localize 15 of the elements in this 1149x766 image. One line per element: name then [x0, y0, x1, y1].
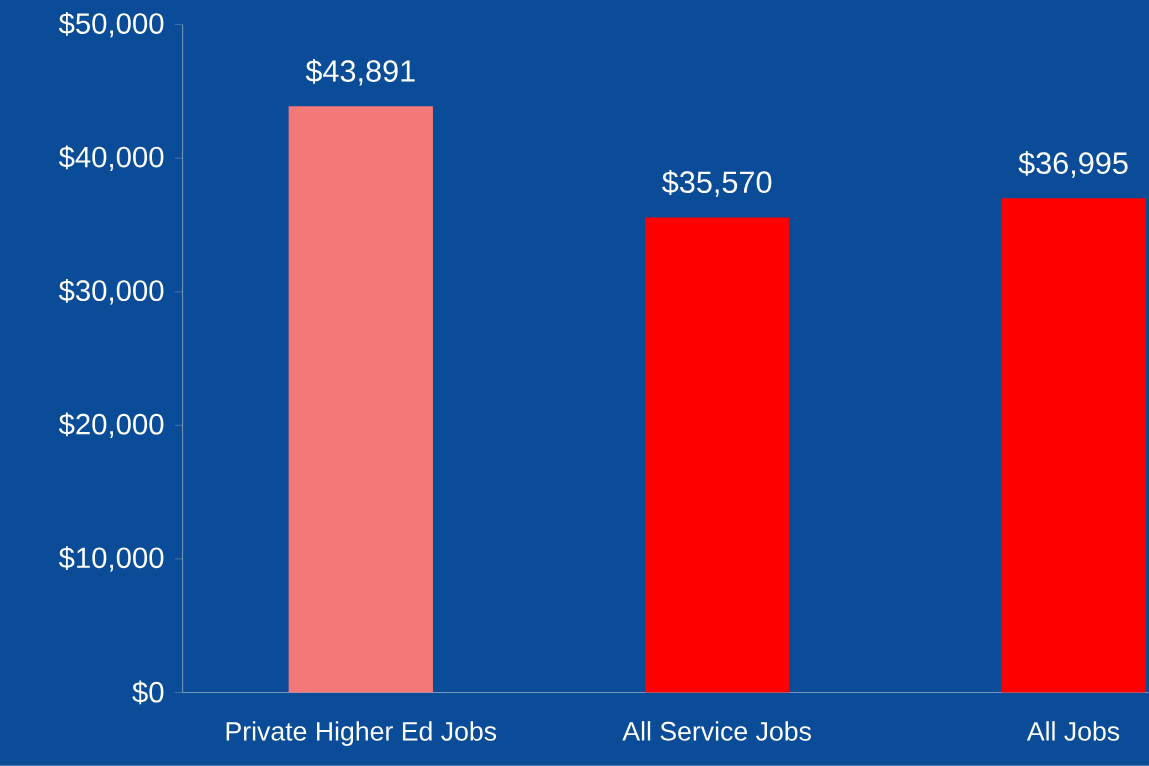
data-label: $43,891: [305, 59, 415, 86]
bar: [644, 217, 790, 693]
y-tick-label: $50,000: [58, 12, 164, 38]
bar: [1001, 198, 1146, 693]
y-tick-label: $0: [132, 680, 164, 705]
y-tick-label: $20,000: [58, 412, 164, 439]
x-tick-label: All Service Jobs: [622, 721, 811, 741]
y-tick-label: $30,000: [58, 279, 164, 305]
data-label: $36,995: [1018, 151, 1128, 178]
x-tick-label: Private Higher Ed Jobs: [226, 721, 497, 747]
data-label: $35,570: [662, 170, 772, 197]
y-tick-label: $10,000: [58, 546, 164, 572]
bar: [288, 106, 433, 693]
x-tick-label: All Jobs: [1026, 721, 1120, 741]
y-tick-label: $40,000: [58, 145, 164, 172]
